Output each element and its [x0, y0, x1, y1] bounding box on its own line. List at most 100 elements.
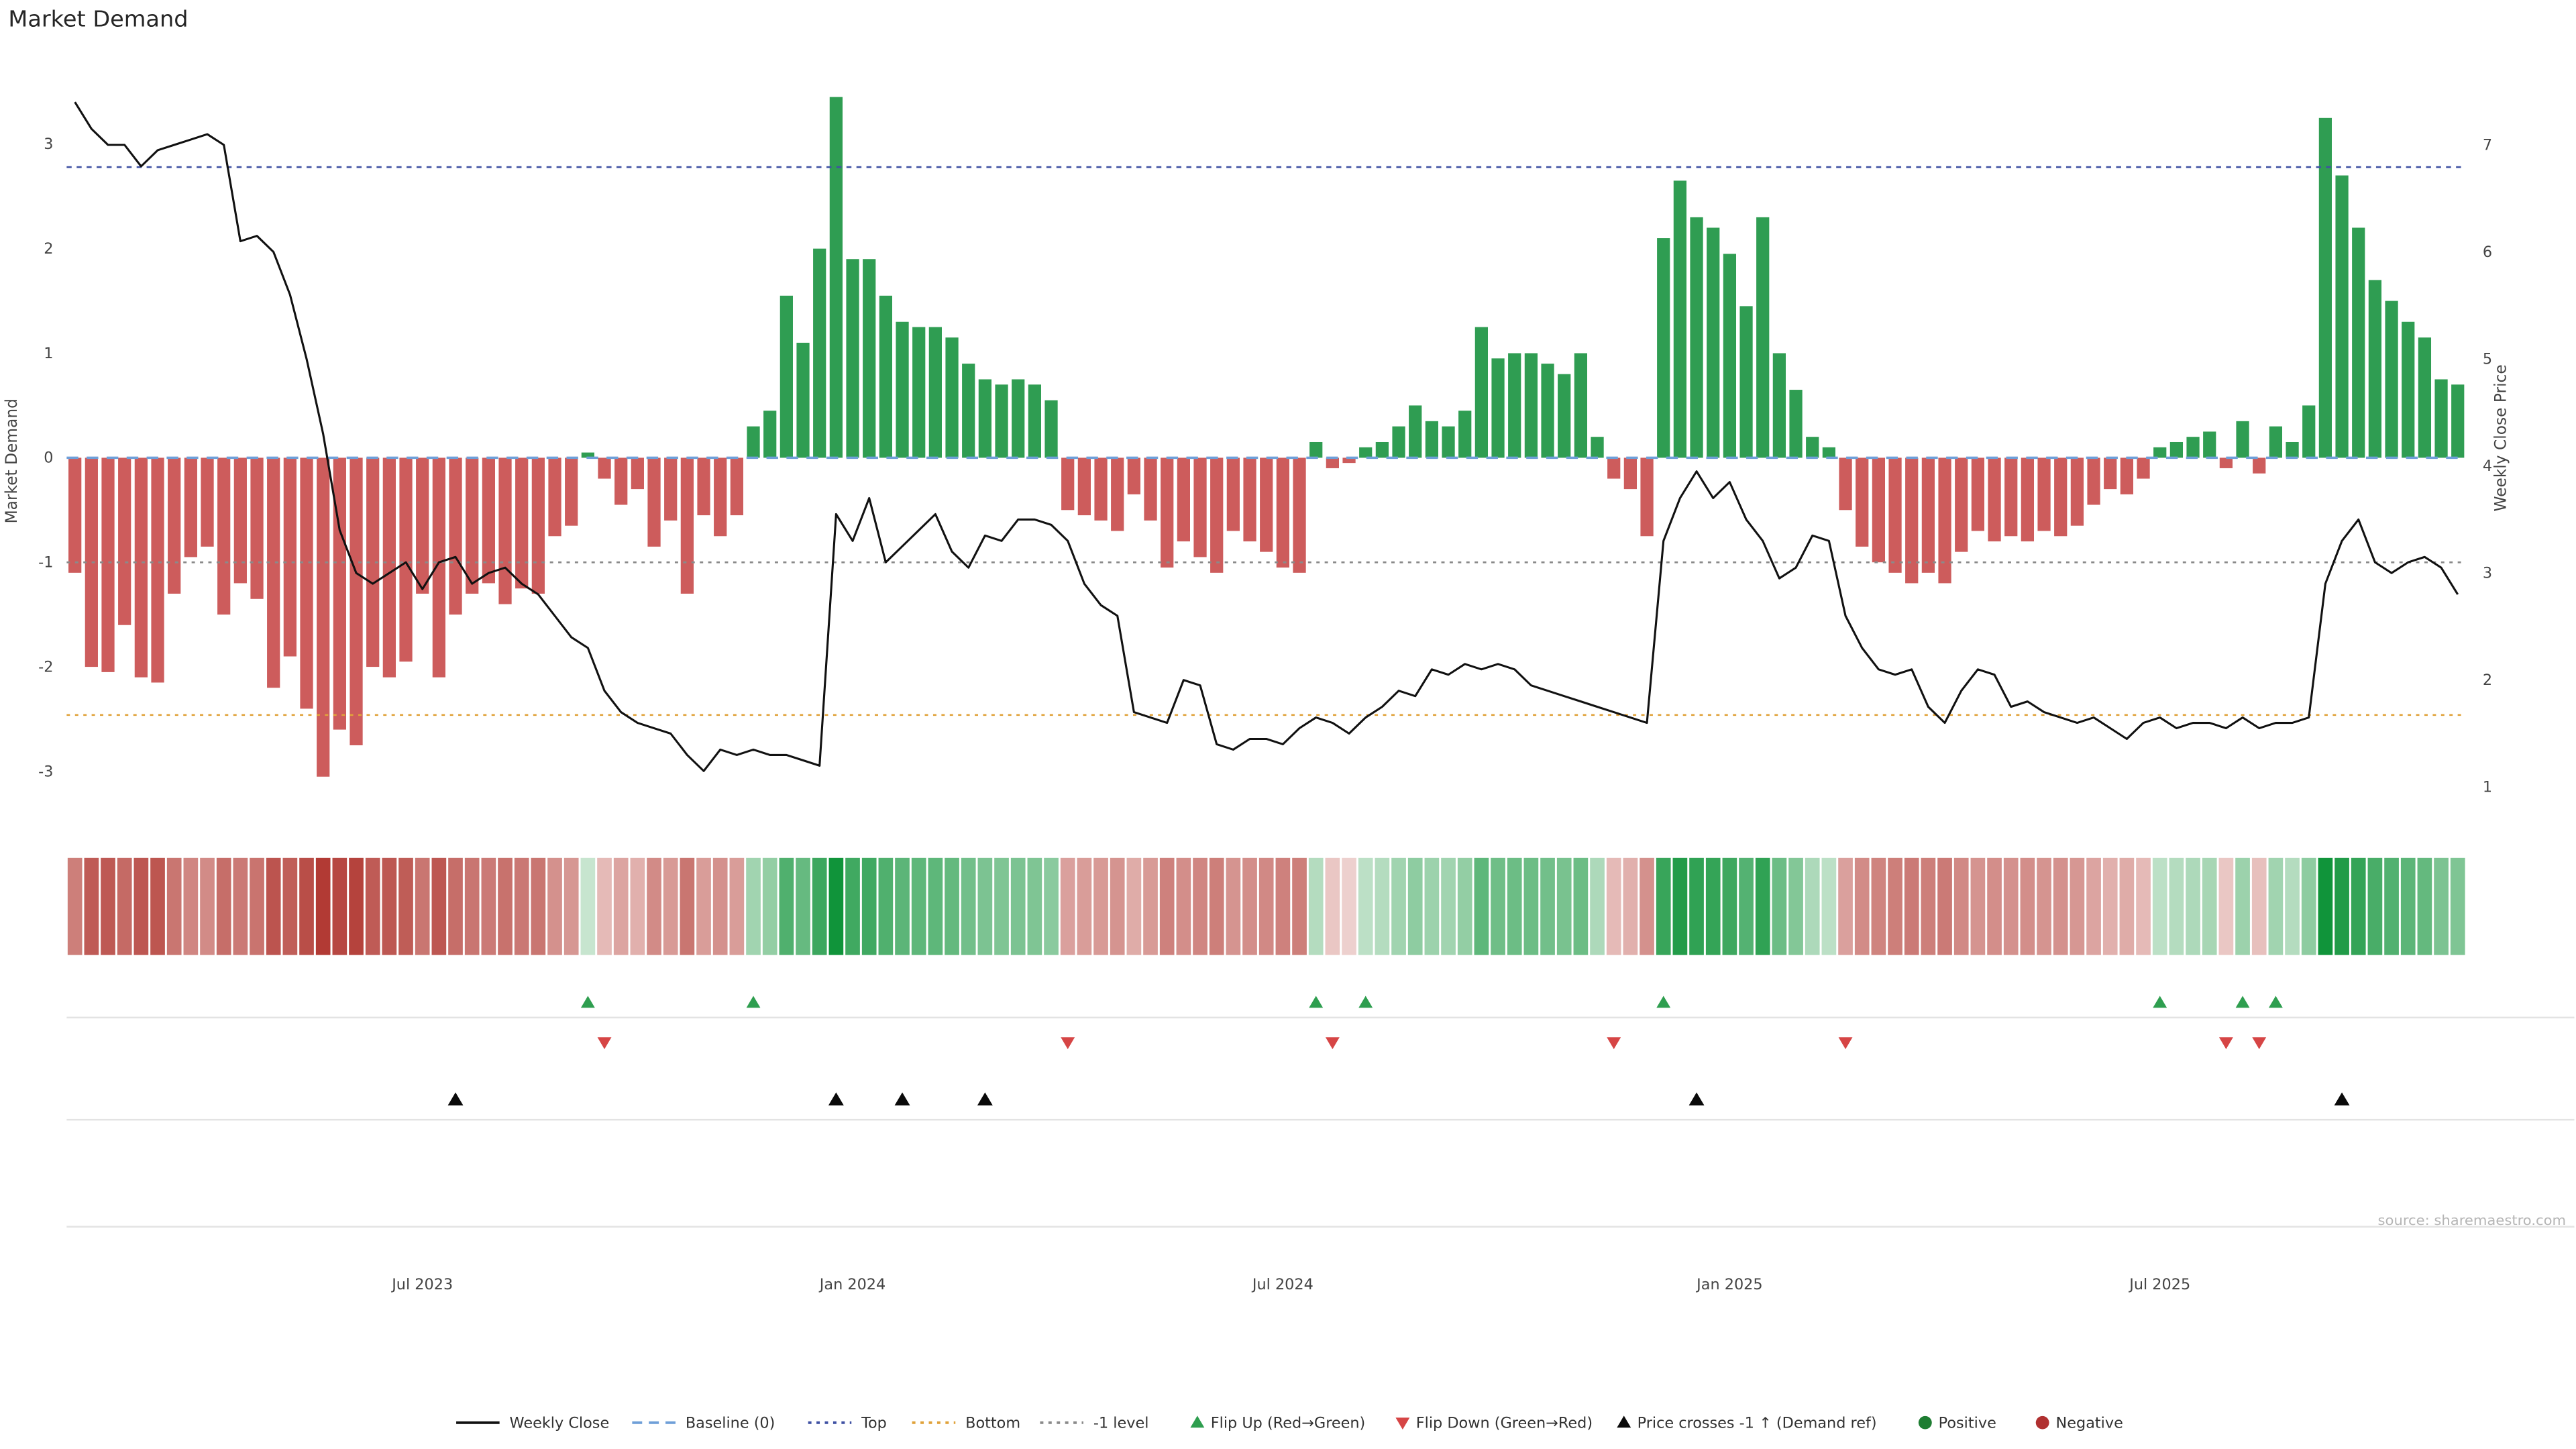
demand-bar	[912, 327, 926, 458]
demand-bar	[1657, 238, 1670, 458]
demand-bar	[863, 259, 876, 458]
flip-up-marker	[1309, 996, 1324, 1008]
demand-bar	[1591, 437, 1604, 458]
demand-bar	[2186, 437, 2200, 458]
legend-item-flip-up-red-green-icon	[1190, 1415, 1205, 1428]
demand-bar	[1359, 447, 1373, 458]
heatmap-cell	[1093, 857, 1108, 955]
legend-item-price-crosses-1-demand-ref-label: Price crosses -1 ↑ (Demand ref)	[1638, 1415, 1877, 1432]
heatmap-cell	[2136, 857, 2151, 955]
demand-bar	[2253, 458, 2266, 474]
legend-item-negative-label: Negative	[2056, 1415, 2123, 1432]
heatmap-cell	[1424, 857, 1440, 955]
legend-item-negative-icon	[2035, 1415, 2049, 1430]
chart-title: Market Demand	[8, 5, 188, 32]
heatmap-cell	[2235, 857, 2250, 955]
left-tick-label: -3	[38, 763, 53, 780]
heatmap-cell	[762, 857, 777, 955]
heatmap-cell	[1325, 857, 1340, 955]
demand-bar	[1839, 458, 1852, 511]
heatmap-cell	[365, 857, 380, 955]
demand-bar	[714, 458, 727, 537]
demand-bar	[1971, 458, 1985, 531]
heatmap-cell	[580, 857, 596, 955]
heatmap-cell	[2169, 857, 2184, 955]
demand-bar	[2451, 384, 2465, 458]
demand-bar	[1872, 458, 1886, 563]
heatmap-cell	[1722, 857, 1737, 955]
demand-bar	[945, 337, 959, 458]
heatmap-cell	[2020, 857, 2035, 955]
demand-bar	[2137, 458, 2150, 479]
demand-bar	[1326, 458, 1339, 468]
flip-down-marker	[2218, 1037, 2233, 1050]
right-tick-label: 7	[2483, 136, 2492, 154]
legend: Weekly Close Baseline (0) Top Bottom -1 leve…	[456, 1415, 2123, 1432]
heatmap-cell	[1606, 857, 1621, 955]
heatmap-cell	[1672, 857, 1688, 955]
heatmap-cell	[133, 857, 149, 955]
heatmap-cell	[1342, 857, 1356, 955]
legend-item-flip-up-red-green: Flip Up (Red→Green)	[1190, 1415, 1365, 1432]
heatmap-cell	[1656, 857, 1671, 955]
source-credit: source: sharemaestro.com	[2378, 1212, 2567, 1228]
heatmap-cell	[1143, 857, 1158, 955]
demand-bar	[664, 458, 678, 521]
demand-bar	[201, 458, 214, 547]
heatmap-cell	[746, 857, 761, 955]
heatmap-cell	[1077, 857, 1092, 955]
left-tick-label: -2	[38, 659, 53, 676]
heatmap-cell	[1821, 857, 1837, 955]
demand-bar	[1888, 458, 1902, 573]
demand-bar	[498, 458, 512, 604]
flip-up-marker	[580, 996, 595, 1008]
heatmap-cell	[1540, 857, 1555, 955]
demand-bar	[1342, 458, 1356, 464]
demand-bar	[697, 458, 710, 516]
flip-down-marker	[2252, 1037, 2267, 1050]
demand-bar	[928, 327, 942, 458]
heatmap-cell	[1755, 857, 1770, 955]
demand-bar	[846, 259, 859, 458]
right-tick-label: 1	[2483, 779, 2492, 796]
right-axis-label: Weekly Close Price	[2491, 364, 2510, 511]
legend-item-1-level: -1 level	[1040, 1415, 1148, 1432]
demand-bar	[896, 321, 909, 458]
heatmap-cell	[861, 857, 877, 955]
heatmap-cell	[481, 857, 496, 955]
heatmap-cell	[1027, 857, 1042, 955]
heatmap-cell	[2367, 857, 2383, 955]
demand-bar	[614, 458, 628, 505]
demand-bar	[366, 458, 380, 667]
demand-bar	[1226, 458, 1240, 531]
heatmap-cell	[117, 857, 132, 955]
demand-bar	[962, 364, 975, 458]
x-tick-label: Jul 2025	[2128, 1276, 2190, 1293]
heatmap-cell	[1358, 857, 1373, 955]
demand-bar	[631, 458, 644, 490]
demand-bar	[680, 458, 694, 594]
heatmap-cell	[2400, 857, 2416, 955]
flip-up-marker	[746, 996, 761, 1008]
heatmap-cell	[1391, 857, 1406, 955]
heatmap-cell	[498, 857, 513, 955]
demand-bar	[1044, 400, 1058, 458]
demand-bar	[2418, 337, 2432, 458]
demand-bar	[1474, 327, 1489, 458]
heatmap-cell	[1904, 857, 1919, 955]
heatmap-cell	[1788, 857, 1803, 955]
heatmap-cell	[1937, 857, 1952, 955]
demand-bar	[1210, 458, 1224, 573]
heatmap-cell	[1474, 857, 1489, 955]
right-tick-label: 5	[2483, 351, 2492, 368]
heatmap-cell	[945, 857, 959, 955]
heatmap-cell	[1854, 857, 1870, 955]
heatmap-cell	[200, 857, 215, 955]
demand-bar	[101, 458, 115, 672]
heatmap-cell	[1060, 857, 1075, 955]
legend-item-top-label: Top	[861, 1415, 887, 1432]
heatmap-cell	[2434, 857, 2449, 955]
demand-bar	[1243, 458, 1256, 542]
heatmap-cell	[233, 857, 248, 955]
demand-bar	[531, 458, 545, 594]
